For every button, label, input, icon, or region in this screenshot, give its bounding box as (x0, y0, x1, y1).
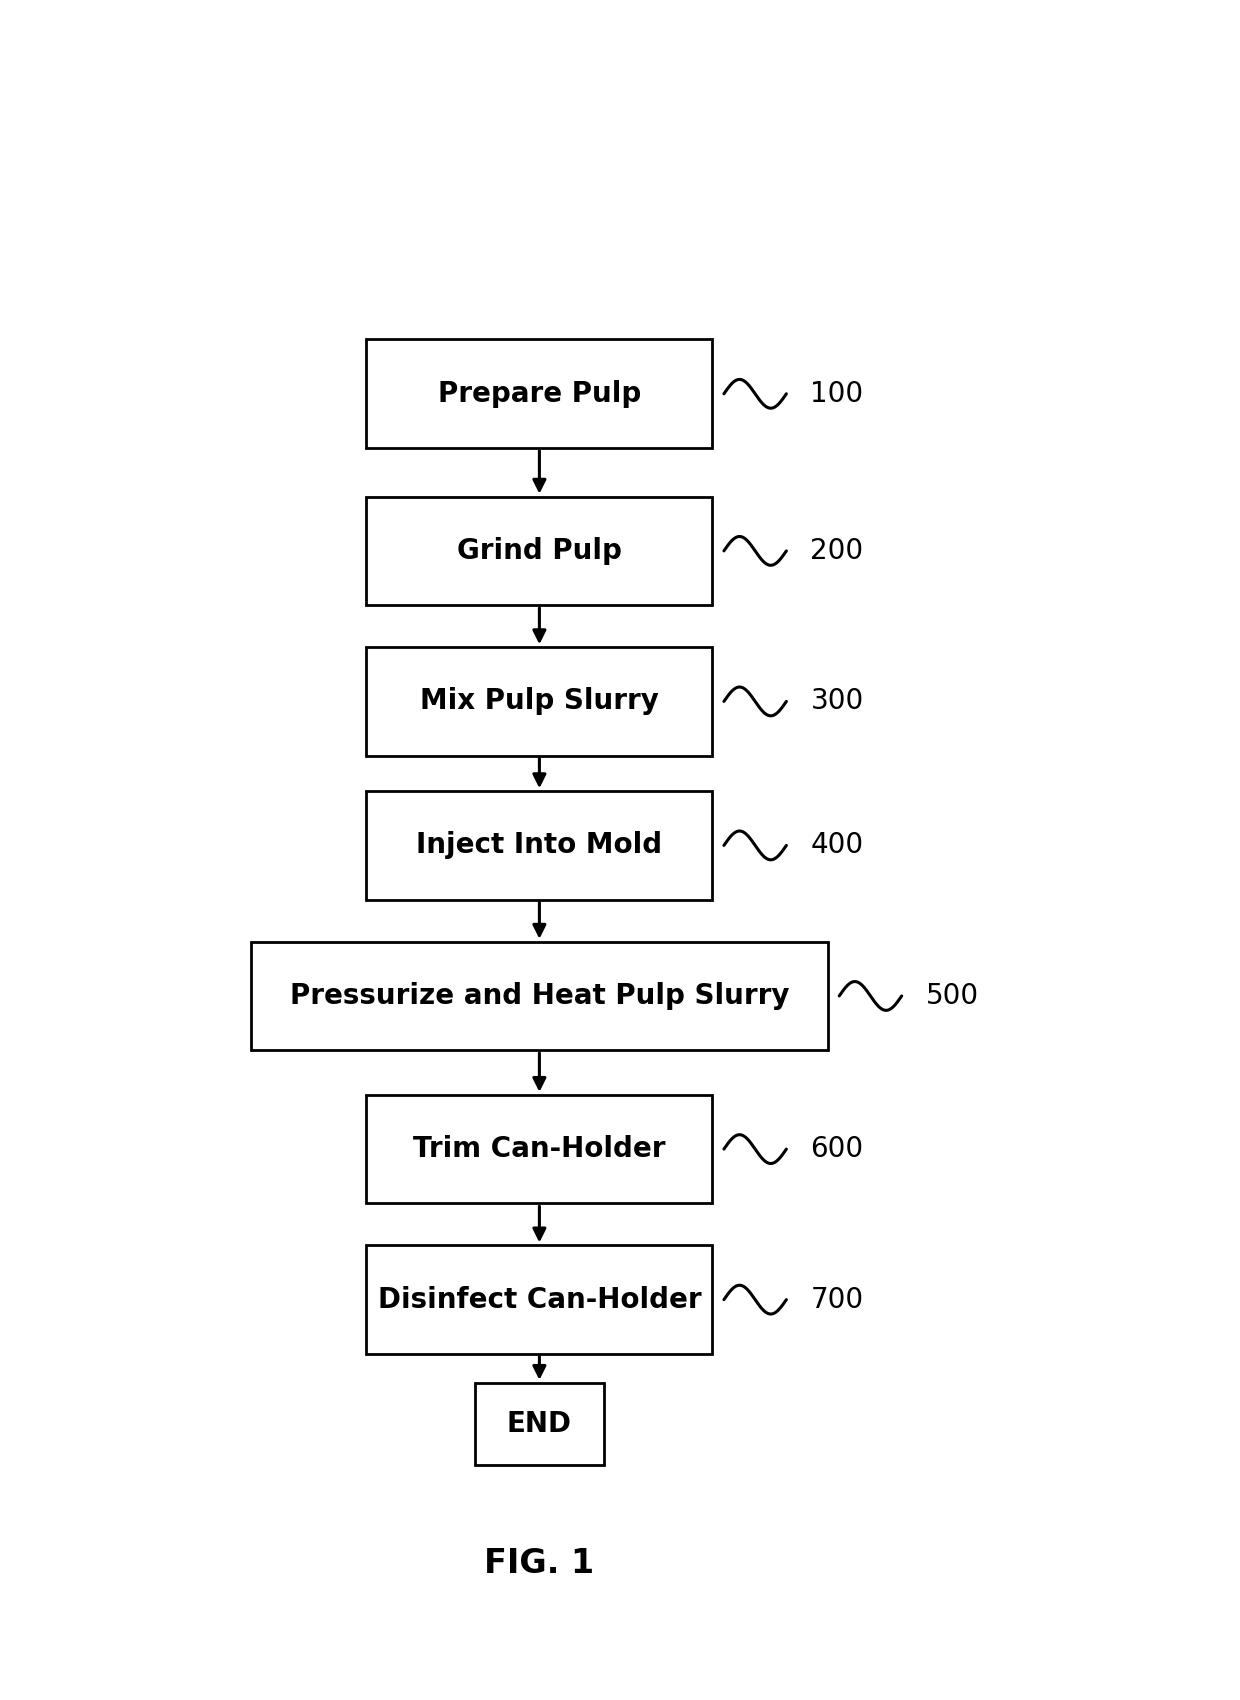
Text: 600: 600 (811, 1136, 863, 1163)
FancyBboxPatch shape (367, 1246, 713, 1353)
Text: 400: 400 (811, 831, 863, 860)
Text: 200: 200 (811, 537, 863, 564)
FancyBboxPatch shape (367, 648, 713, 756)
Text: 300: 300 (811, 687, 863, 716)
Text: Pressurize and Heat Pulp Slurry: Pressurize and Heat Pulp Slurry (290, 983, 789, 1010)
Text: Mix Pulp Slurry: Mix Pulp Slurry (420, 687, 658, 716)
Text: END: END (507, 1409, 572, 1438)
FancyBboxPatch shape (475, 1382, 604, 1465)
Text: Inject Into Mold: Inject Into Mold (417, 831, 662, 860)
FancyBboxPatch shape (367, 790, 713, 899)
Text: Grind Pulp: Grind Pulp (458, 537, 621, 564)
Text: 700: 700 (811, 1285, 863, 1314)
FancyBboxPatch shape (367, 340, 713, 449)
Text: 500: 500 (926, 983, 978, 1010)
Text: Prepare Pulp: Prepare Pulp (438, 379, 641, 408)
FancyBboxPatch shape (367, 1095, 713, 1204)
FancyBboxPatch shape (367, 496, 713, 605)
Text: FIG. 1: FIG. 1 (485, 1547, 594, 1579)
Text: 100: 100 (811, 379, 863, 408)
Text: Disinfect Can-Holder: Disinfect Can-Holder (378, 1285, 701, 1314)
Text: Trim Can-Holder: Trim Can-Holder (413, 1136, 666, 1163)
FancyBboxPatch shape (250, 942, 828, 1051)
